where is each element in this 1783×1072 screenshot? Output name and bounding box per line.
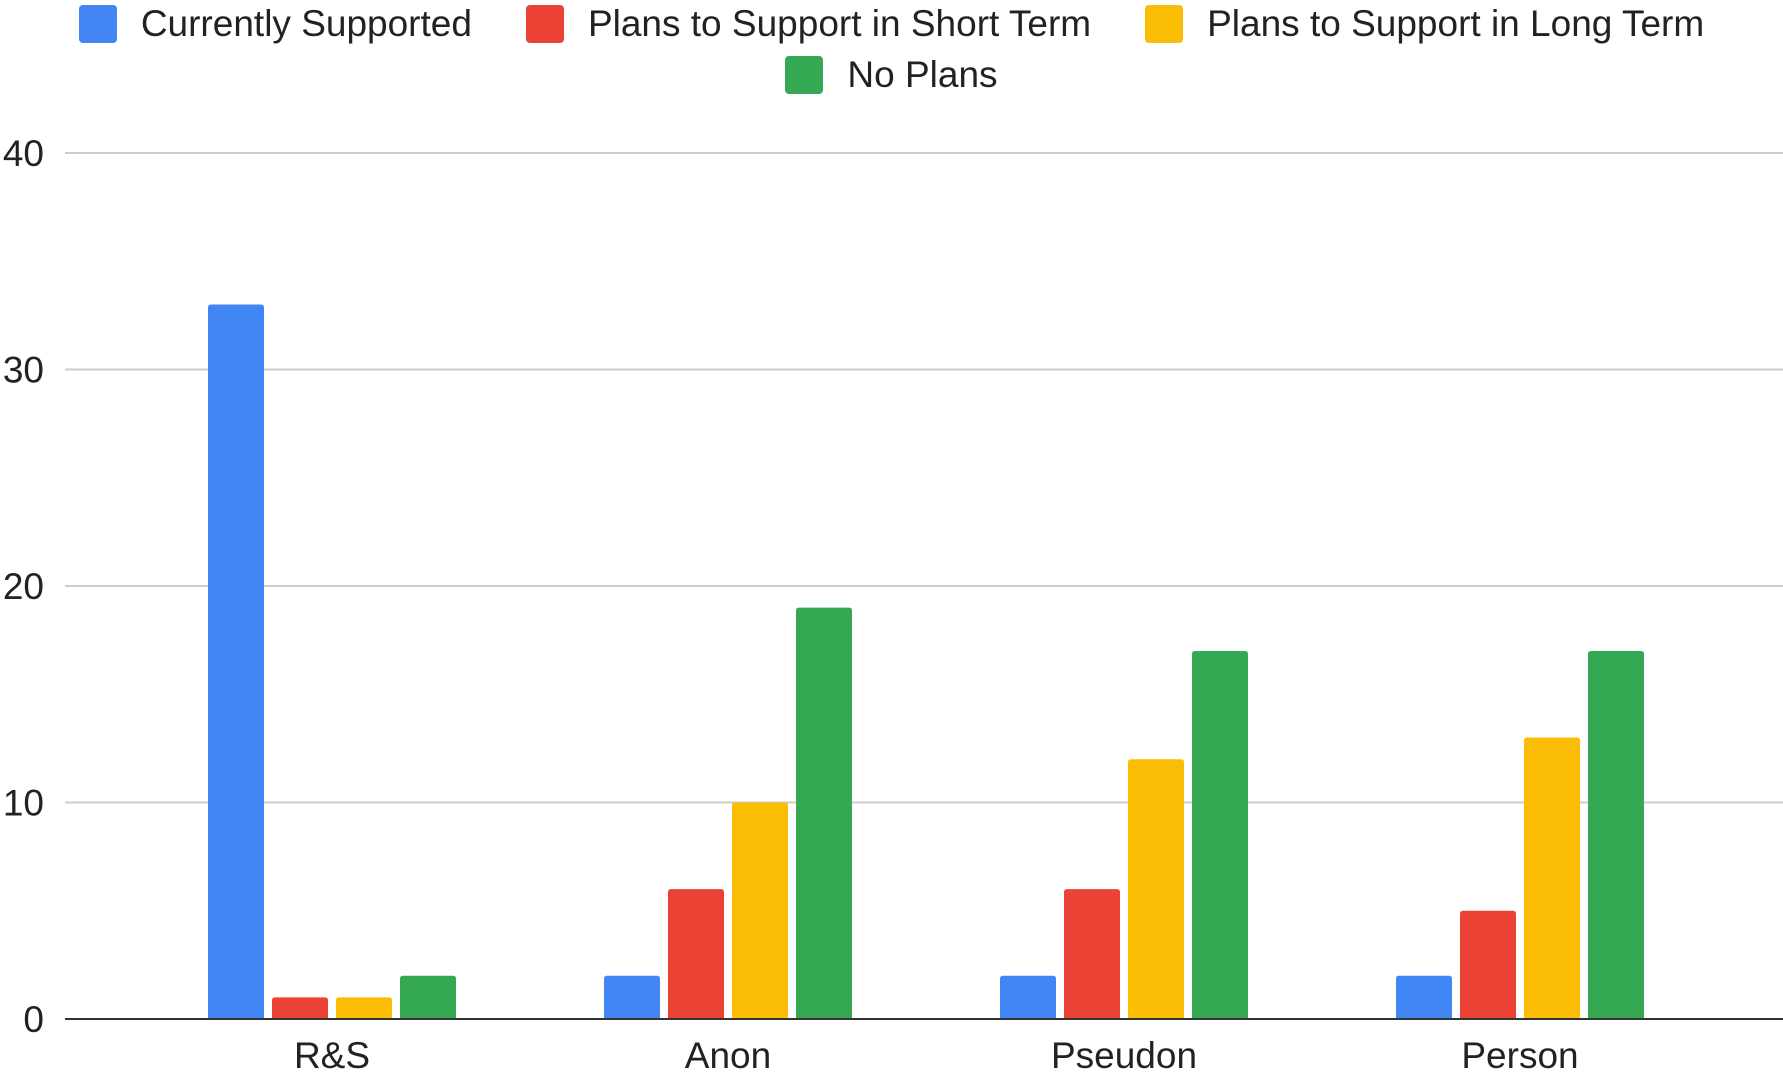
bar-no-plans-anon: [796, 608, 852, 1019]
x-tick-label-person: Person: [1461, 1035, 1578, 1072]
y-tick-label-0: 0: [23, 999, 44, 1040]
bar-no-plans-person: [1588, 651, 1644, 1019]
y-tick-label-30: 30: [3, 350, 44, 391]
bar-plans-to-support-in-long-term-anon: [732, 803, 788, 1020]
x-tick-label-rands: R&S: [294, 1035, 370, 1072]
bar-no-plans-pseudon: [1192, 651, 1248, 1019]
bar-currently-supported-pseudon: [1000, 976, 1056, 1019]
bar-plans-to-support-in-short-term-person: [1460, 911, 1516, 1019]
bar-plans-to-support-in-long-term-person: [1524, 738, 1580, 1019]
bar-plans-to-support-in-short-term-pseudon: [1064, 889, 1120, 1019]
bar-plans-to-support-in-short-term-rands: [272, 997, 328, 1019]
bar-currently-supported-anon: [604, 976, 660, 1019]
y-tick-label-10: 10: [3, 783, 44, 824]
x-tick-label-anon: Anon: [685, 1035, 771, 1072]
bar-plans-to-support-in-long-term-rands: [336, 997, 392, 1019]
y-tick-label-40: 40: [3, 133, 44, 174]
x-tick-label-pseudon: Pseudon: [1051, 1035, 1197, 1072]
bar-plans-to-support-in-long-term-pseudon: [1128, 759, 1184, 1019]
bar-plans-to-support-in-short-term-anon: [668, 889, 724, 1019]
bar-currently-supported-rands: [208, 305, 264, 1019]
bar-no-plans-rands: [400, 976, 456, 1019]
bar-currently-supported-person: [1396, 976, 1452, 1019]
y-tick-label-20: 20: [3, 566, 44, 607]
